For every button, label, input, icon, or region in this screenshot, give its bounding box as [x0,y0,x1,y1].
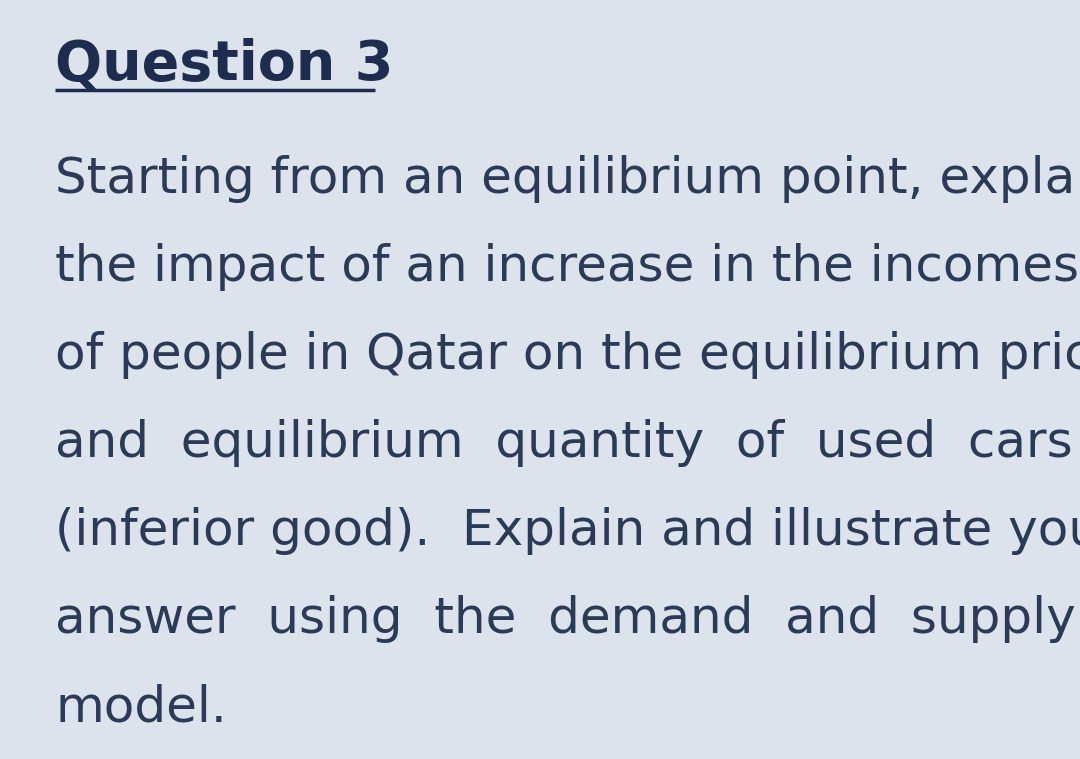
Text: Question 3: Question 3 [55,38,393,92]
Text: the impact of an increase in the incomes: the impact of an increase in the incomes [55,243,1079,291]
Text: model.: model. [55,683,227,731]
Text: and  equilibrium  quantity  of  used  cars: and equilibrium quantity of used cars [55,419,1072,467]
Text: Starting from an equilibrium point, explain: Starting from an equilibrium point, expl… [55,155,1080,203]
Text: (inferior good).  Explain and illustrate your: (inferior good). Explain and illustrate … [55,507,1080,555]
Text: answer  using  the  demand  and  supply: answer using the demand and supply [55,595,1076,643]
Text: of people in Qatar on the equilibrium price: of people in Qatar on the equilibrium pr… [55,331,1080,379]
